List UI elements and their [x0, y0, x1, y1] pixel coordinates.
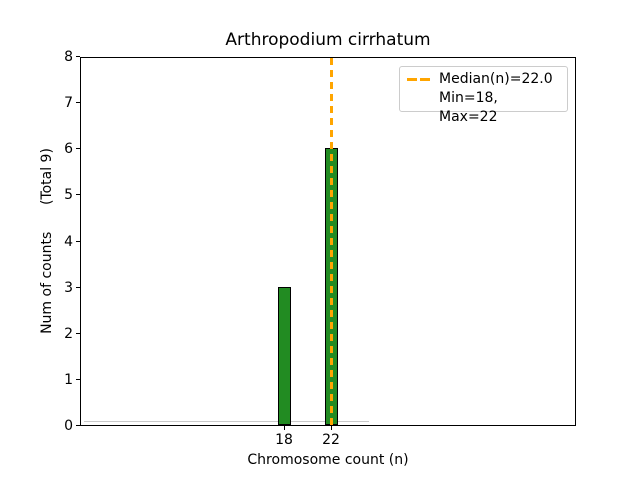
legend-minmax-label: Min=18, Max=22 — [439, 90, 498, 125]
chart-title: Arthropodium cirrhatum — [225, 30, 431, 50]
median-line — [330, 58, 333, 425]
y-tick-label-6: 6 — [64, 141, 73, 157]
median-dashed-line-icon — [407, 78, 430, 81]
legend-row-median: Median(n)=22.0 — [407, 70, 560, 89]
y-tick-mark-2 — [76, 333, 80, 334]
y-tick-mark-6 — [76, 148, 80, 149]
x-tick-label-22: 22 — [322, 432, 340, 448]
legend-median-label: Median(n)=22.0 — [439, 71, 553, 87]
y-tick-label-2: 2 — [64, 326, 73, 342]
y-tick-label-7: 7 — [64, 95, 73, 111]
x-tick-label-18: 18 — [275, 432, 293, 448]
x-axis-label: Chromosome count (n) — [247, 452, 409, 468]
y-tick-label-5: 5 — [64, 187, 73, 203]
y-tick-mark-3 — [76, 287, 80, 288]
y-tick-label-4: 4 — [64, 234, 73, 250]
y-tick-label-8: 8 — [64, 49, 73, 65]
y-tick-label-3: 3 — [64, 280, 73, 296]
legend-blank-swatch — [407, 107, 430, 110]
x-tick-mark-22 — [331, 426, 332, 430]
x-tick-mark-18 — [284, 426, 285, 430]
empty-bins-outline — [83, 421, 370, 422]
bar-n18 — [278, 287, 291, 425]
y-tick-mark-0 — [76, 425, 80, 426]
legend: Median(n)=22.0 Min=18, Max=22 — [399, 66, 568, 125]
y-tick-mark-5 — [76, 194, 80, 195]
y-tick-mark-4 — [76, 241, 80, 242]
y-tick-mark-1 — [76, 379, 80, 380]
y-tick-mark-7 — [76, 102, 80, 103]
y-tick-label-1: 1 — [64, 372, 73, 388]
plot-area: Median(n)=22.0 Min=18, Max=22 — [80, 57, 576, 426]
legend-row-minmax: Min=18, Max=22 — [407, 89, 560, 127]
y-tick-mark-8 — [76, 56, 80, 57]
y-tick-label-0: 0 — [64, 418, 73, 434]
